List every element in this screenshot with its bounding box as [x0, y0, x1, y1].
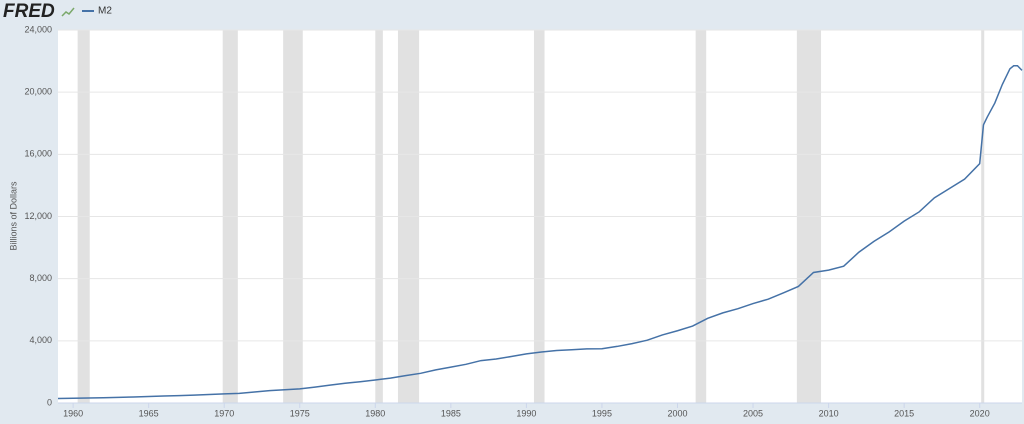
x-tick-label: 1985: [441, 408, 461, 418]
x-tick-label: 2015: [894, 408, 914, 418]
x-tick-label: 1980: [365, 408, 385, 418]
x-tick-label: 1975: [290, 408, 310, 418]
y-tick-label: 24,000: [24, 24, 52, 34]
logo: FRED: [3, 1, 55, 22]
x-tick-label: 2020: [970, 408, 990, 418]
x-tick-label: 1990: [516, 408, 536, 418]
x-tick-label: 1960: [63, 408, 83, 418]
y-tick-label: 20,000: [24, 87, 52, 97]
series-line: [57, 64, 1023, 400]
y-tick-label: 4,000: [29, 335, 52, 345]
logo-icon: [61, 7, 75, 17]
x-tick-label: 1995: [592, 408, 612, 418]
x-tick-label: 1965: [139, 408, 159, 418]
y-axis-label: Billions of Dollars: [8, 181, 18, 251]
x-tick-label: 2010: [819, 408, 839, 418]
x-tick-label: 2005: [743, 408, 763, 418]
y-tick-label: 8,000: [29, 273, 52, 283]
y-tick-label: 0: [47, 397, 52, 407]
x-tick-label: 1970: [214, 408, 234, 418]
y-tick-label: 12,000: [24, 211, 52, 221]
y-tick-label: 16,000: [24, 149, 52, 159]
legend-label: M2: [98, 6, 112, 17]
x-tick-label: 2000: [667, 408, 687, 418]
